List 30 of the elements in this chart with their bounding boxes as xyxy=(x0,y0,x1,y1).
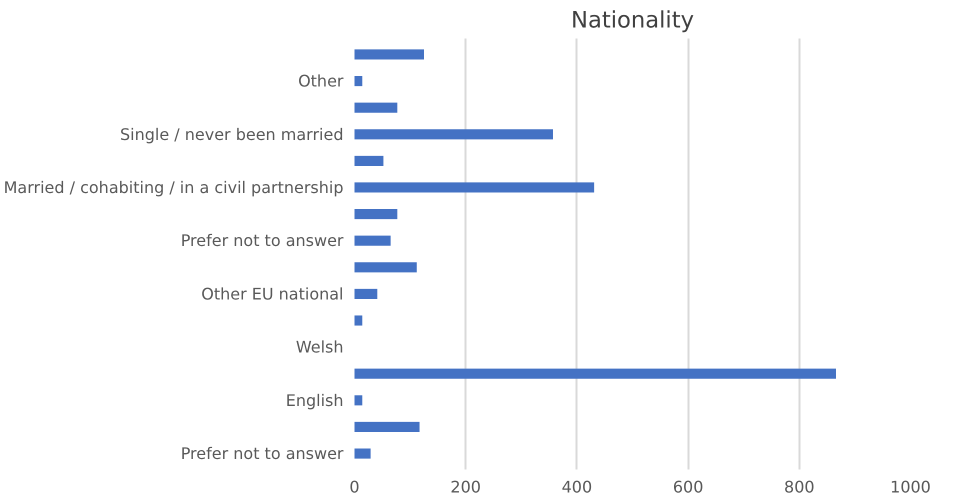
y-tick-label: Prefer not to answer xyxy=(180,231,344,250)
bar xyxy=(354,76,362,86)
bar xyxy=(354,448,371,459)
bar xyxy=(354,129,553,140)
x-tick-label: 400 xyxy=(562,478,592,496)
bar xyxy=(354,49,424,60)
bar xyxy=(354,262,417,272)
x-tick-label: 800 xyxy=(784,478,815,496)
bar xyxy=(354,182,594,193)
bar xyxy=(354,368,836,379)
x-tick-label: 600 xyxy=(672,478,704,496)
bar xyxy=(354,209,398,220)
bar xyxy=(354,395,362,406)
x-tick-label: 200 xyxy=(450,478,481,496)
y-tick-label: Married / cohabiting / in a civil partnership xyxy=(4,178,344,197)
y-tick-label: Single / never been married xyxy=(120,124,344,144)
bar xyxy=(354,236,391,246)
y-tick-label: Other xyxy=(298,72,344,91)
bar xyxy=(354,315,362,326)
bar xyxy=(354,102,398,113)
chart-title: Nationality xyxy=(571,8,694,34)
y-tick-label: Prefer not to answer xyxy=(180,444,344,464)
bar xyxy=(354,288,378,299)
bar xyxy=(354,156,384,166)
bar xyxy=(354,422,420,432)
x-tick-label: 0 xyxy=(349,478,360,496)
y-tick-label: Welsh xyxy=(296,338,344,357)
y-tick-label: Other EU national xyxy=(201,284,344,304)
y-tick-label: English xyxy=(286,390,344,410)
x-tick-label: 1000 xyxy=(890,478,931,496)
